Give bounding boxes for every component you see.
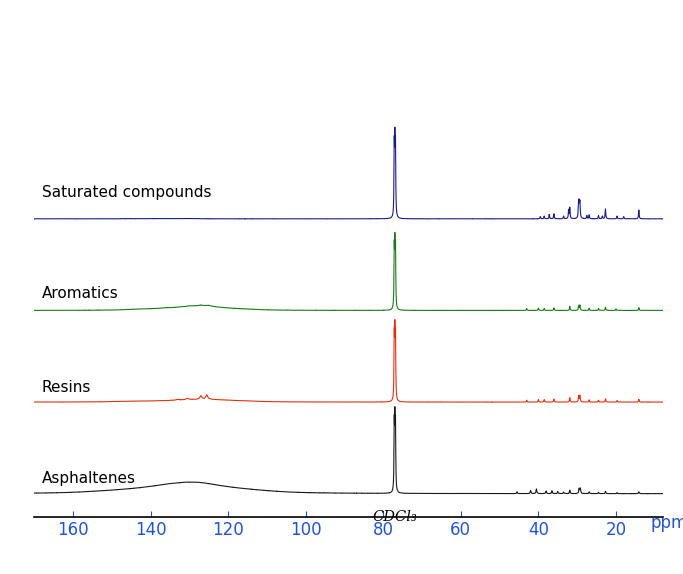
Text: Saturated compounds: Saturated compounds (42, 185, 212, 200)
Text: ppm: ppm (651, 514, 683, 532)
Text: CDCl₃: CDCl₃ (372, 510, 417, 524)
Text: Asphaltenes: Asphaltenes (42, 471, 136, 486)
Text: Resins: Resins (42, 380, 92, 395)
Text: Aromatics: Aromatics (42, 286, 119, 301)
